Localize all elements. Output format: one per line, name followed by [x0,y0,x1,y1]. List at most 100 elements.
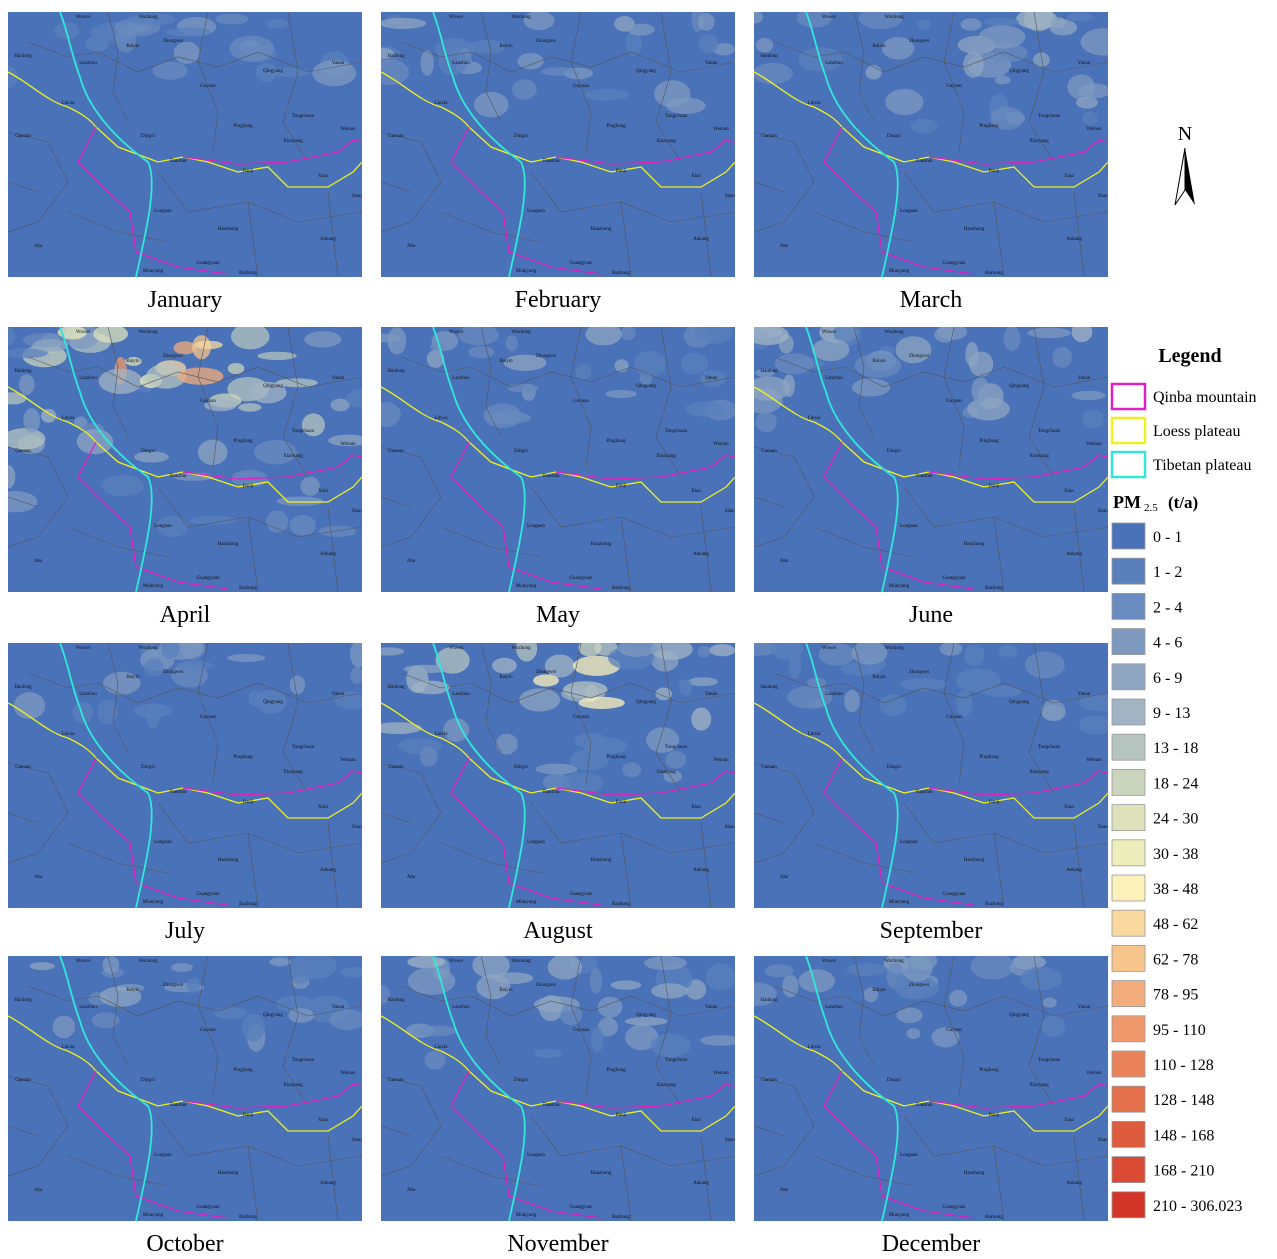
pm-patch [19,374,34,395]
place-label: Linxia [434,1045,448,1050]
place-label: Guyuan [946,84,962,89]
place-label: Pingliang [233,755,253,760]
place-label: Tongchuan [665,1058,688,1063]
place-label: Ankang [320,552,336,557]
place-label: Wuwei [822,330,837,335]
place-label: Guyuan [200,715,216,720]
pm-patch [198,440,228,465]
pm-patch [605,390,636,398]
place-label: Wuwei [822,646,837,651]
pm-patch [917,20,931,30]
place-label: Bazhong [239,271,257,276]
pm-patch [1024,7,1054,31]
pm-patch [681,353,708,375]
place-label: Pingliang [606,1068,626,1073]
place-label: Yanan [332,692,345,697]
pm-patch [578,697,625,709]
place-label: Lanzhou [452,61,470,66]
class-swatch [1112,734,1145,760]
figure: WuweiWuzhongHaidongLanzhouBaiyinZhongwei… [0,0,1277,1254]
place-label: Tianshui [915,1103,933,1108]
pm-patch [53,1016,76,1039]
place-label: Wuwei [449,646,464,651]
place-label: Pingliang [606,755,626,760]
pm-patch [748,11,763,24]
legend-title: Legend [1158,345,1221,367]
place-label: Tianshui [915,474,933,479]
place-label: Wuwei [449,330,464,335]
pm-patch [329,1009,365,1030]
place-label: Qingyang [1009,384,1029,389]
pm-patch [379,18,426,29]
place-label: Tongchuan [1038,114,1061,119]
pm-patch [615,359,629,372]
place-label: Tongchuan [665,429,688,434]
place-label: Dingxi [887,765,902,770]
place-label: Xianyang [656,139,676,144]
map-body: WuweiWuzhongHaidongLanzhouBaiyinZhongwei… [735,320,1110,592]
place-label: Yanan [705,692,718,697]
place-label: Hanzhong [964,1171,985,1176]
place-label: Shang [725,509,738,514]
place-label: Lanzhou [825,692,843,697]
pm-patch [254,440,297,464]
place-label: Gannan [761,134,777,139]
panel-label: September [880,918,983,944]
place-label: Baoji [616,1113,627,1118]
pm-patch [23,408,40,433]
pm-patch [999,645,1018,657]
map-background [8,956,362,1221]
place-label: Lanzhou [825,376,843,381]
place-label: Linxia [434,416,448,421]
pm-patch [971,953,1014,980]
pm-patch [1082,410,1104,428]
pm-patch [30,962,55,970]
pm-patch [366,334,402,343]
panel-label: June [909,602,953,628]
place-label: Wuzhong [138,330,158,335]
pm-patch [982,685,1022,697]
place-label: Pingliang [233,1068,253,1073]
pm-patch [963,52,984,78]
class-label: 1 - 2 [1153,564,1182,581]
place-label: Aba [34,244,43,249]
pm-patch [371,647,404,655]
pm-patch [650,1034,690,1057]
pm-patch [369,402,401,427]
place-label: Zhongwei [163,39,184,44]
place-label: Baoji [616,800,627,805]
pm-patch [468,346,494,358]
pm-patch [967,398,1010,421]
pm-patch [318,526,356,537]
place-label: Gannan [761,449,777,454]
place-label: Ankang [320,237,336,242]
place-label: Aba [34,1188,43,1193]
map-body: WuweiWuzhongHaidongLanzhouBaiyinZhongwei… [0,12,365,277]
place-label: Wuzhong [138,15,158,20]
place-label: Bazhong [985,271,1003,276]
place-label: Guyuan [200,1028,216,1033]
panel-label: December [882,1231,981,1254]
place-label: Shang [352,825,365,830]
place-label: Xian [1064,174,1074,179]
pm-patch [961,18,982,30]
class-label: 128 - 148 [1153,1092,1214,1109]
panel-label: November [507,1231,608,1254]
pm-patch [939,642,962,655]
panel-label: March [900,287,963,313]
pm-patch [979,25,1026,48]
place-label: Xianyang [283,770,303,775]
class-swatch [1112,699,1145,725]
map-body: WuweiWuzhongHaidongLanzhouBaiyinZhongwei… [374,950,742,1221]
map-panel: WuweiWuzhongHaidongLanzhouBaiyinZhongwei… [0,324,375,592]
place-label: Ankang [1066,1181,1082,1186]
panel-label: October [146,1231,223,1254]
pm-patch [300,477,319,496]
pm-patch [746,325,788,345]
pm-patch [1027,328,1070,339]
place-label: Shang [1098,194,1111,199]
place-label: Wuwei [822,959,837,964]
pm-patch [483,403,522,428]
pm-patch [371,59,409,85]
place-label: Aba [780,1188,789,1193]
